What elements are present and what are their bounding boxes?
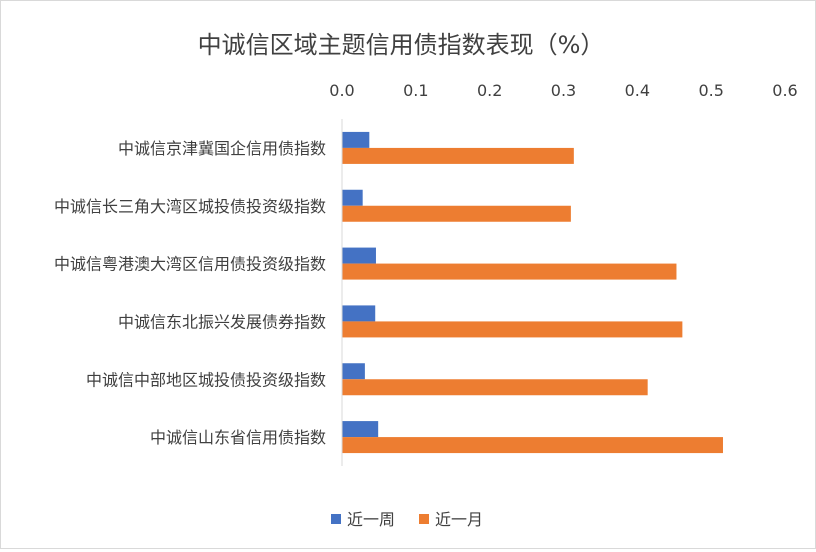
bar-month (342, 437, 723, 454)
bar-month (342, 379, 648, 396)
bar-week (342, 131, 370, 148)
bar-week (342, 305, 376, 322)
legend-swatch (419, 514, 429, 524)
category-label: 中诚信山东省信用债指数 (150, 428, 326, 447)
x-tick-label: 0.4 (625, 81, 650, 100)
x-tick-label: 0.1 (403, 81, 428, 100)
bar-month (342, 321, 683, 338)
category-label: 中诚信长三角大湾区城投债投资级指数 (54, 197, 326, 216)
category-label: 中诚信东北振兴发展债券指数 (118, 312, 326, 331)
bar-month (342, 263, 677, 280)
bar-week (342, 363, 365, 380)
legend-swatch (331, 514, 341, 524)
x-tick-label: 0.6 (772, 81, 797, 100)
x-tick-label: 0.2 (477, 81, 502, 100)
chart-title: 中诚信区域主题信用债指数表现（%） (198, 31, 605, 59)
bar-month (342, 147, 574, 164)
category-label: 中诚信中部地区城投债投资级指数 (86, 370, 326, 389)
bar-week (342, 189, 363, 206)
x-tick-label: 0.0 (329, 81, 354, 100)
bar-month (342, 205, 571, 222)
legend-label: 近一周 (347, 510, 395, 529)
legend-label: 近一月 (435, 510, 483, 529)
bar-week (342, 247, 376, 264)
category-label: 中诚信粤港澳大湾区信用债投资级指数 (54, 255, 326, 274)
category-label: 中诚信京津冀国企信用债指数 (118, 139, 326, 158)
bar-week (342, 421, 379, 438)
x-tick-label: 0.5 (698, 81, 723, 100)
x-tick-label: 0.3 (551, 81, 576, 100)
